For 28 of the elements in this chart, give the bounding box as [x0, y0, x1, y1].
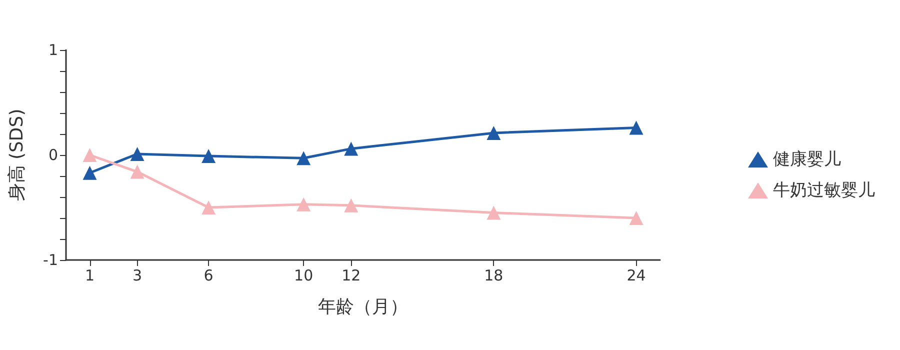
- legend-label: 牛奶过敏婴儿: [773, 180, 875, 200]
- x-tick-label: 24: [626, 266, 646, 284]
- point: [130, 146, 144, 161]
- y-tick-label: -1: [43, 251, 58, 269]
- point: [82, 148, 97, 162]
- point: [486, 126, 501, 140]
- x-tick-label: 3: [132, 266, 142, 284]
- point: [344, 142, 358, 156]
- y-tick-label: 1: [48, 41, 58, 59]
- x-tick-label: 1: [84, 266, 95, 284]
- y-tick-label: 0: [48, 146, 58, 164]
- point: [486, 206, 501, 220]
- x-axis-title: 年龄（月）: [318, 296, 408, 318]
- x-tick-label: 12: [342, 266, 361, 284]
- point: [629, 120, 644, 135]
- point: [82, 166, 97, 180]
- legend-label: 健康婴儿: [773, 150, 841, 170]
- point: [202, 149, 216, 164]
- point: [296, 197, 311, 212]
- x-tick-label: 6: [204, 266, 214, 284]
- point: [296, 151, 311, 166]
- x-tick-label: 18: [484, 266, 504, 284]
- y-axis-title: 身高 (SDS): [6, 108, 28, 202]
- point: [629, 211, 644, 225]
- point: [344, 198, 358, 212]
- point: [202, 200, 216, 214]
- x-tick-label: 10: [294, 266, 314, 284]
- point: [130, 164, 144, 179]
